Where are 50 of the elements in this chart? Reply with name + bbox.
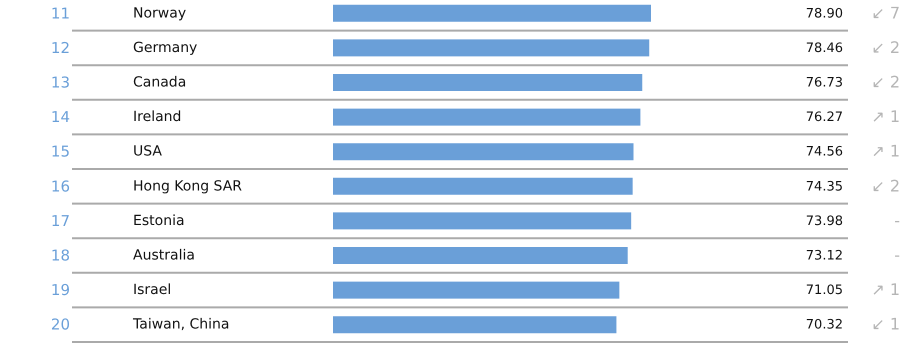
bar bbox=[333, 39, 650, 56]
data-label: 78.46 bbox=[806, 40, 843, 56]
bar bbox=[333, 212, 632, 230]
y-tick-label: Norway bbox=[133, 5, 186, 22]
text: ↙ 1 bbox=[871, 314, 900, 334]
text: ↗ 1 bbox=[871, 107, 900, 126]
data-label: 73.98 bbox=[806, 214, 843, 229]
data-label: 78.90 bbox=[806, 6, 843, 22]
text: - bbox=[894, 210, 900, 230]
y-tick-label: Ireland bbox=[133, 109, 182, 126]
y-tick-label: Australia bbox=[133, 248, 195, 264]
bar bbox=[333, 178, 633, 195]
data-label: 71.05 bbox=[806, 283, 843, 298]
text: ↗ 1 bbox=[871, 142, 900, 161]
text: - bbox=[894, 246, 900, 264]
text: ↗ 1 bbox=[871, 280, 900, 300]
y-tick-label: USA bbox=[133, 144, 162, 160]
bar bbox=[333, 247, 628, 264]
data-label: 70.32 bbox=[806, 318, 843, 333]
text: ↙ 7 bbox=[871, 3, 900, 22]
y-tick-label: Israel bbox=[133, 282, 172, 298]
data-label: 76.27 bbox=[806, 110, 843, 126]
bar bbox=[333, 282, 620, 299]
text: ↙ 2 bbox=[871, 72, 900, 92]
text: ↙ 2 bbox=[871, 176, 900, 196]
data-label: 76.73 bbox=[806, 76, 843, 90]
y-tick-label: Germany bbox=[133, 40, 198, 56]
text: 17 bbox=[50, 212, 70, 230]
bar bbox=[333, 108, 640, 126]
data-label: 73.12 bbox=[806, 248, 843, 264]
bar bbox=[333, 74, 642, 91]
text: 19 bbox=[50, 281, 70, 300]
text: ↙ 2 bbox=[871, 38, 900, 57]
text: 14 bbox=[50, 108, 70, 126]
y-tick-label: Taiwan, China bbox=[132, 316, 230, 333]
text: 15 bbox=[50, 142, 70, 161]
data-label: 74.35 bbox=[806, 179, 843, 194]
text: 18 bbox=[50, 246, 70, 264]
text: 20 bbox=[50, 316, 70, 334]
y-tick-label: Estonia bbox=[133, 212, 185, 229]
bar bbox=[333, 316, 616, 334]
bar bbox=[333, 4, 651, 22]
text: 13 bbox=[50, 74, 70, 92]
bar bbox=[333, 143, 634, 160]
data-label: 74.56 bbox=[806, 144, 843, 160]
text: 11 bbox=[50, 4, 70, 22]
text: 16 bbox=[50, 177, 70, 196]
y-tick-label: Hong Kong SAR bbox=[133, 178, 242, 194]
y-tick-label: Canada bbox=[133, 74, 186, 90]
text: 12 bbox=[50, 38, 70, 57]
